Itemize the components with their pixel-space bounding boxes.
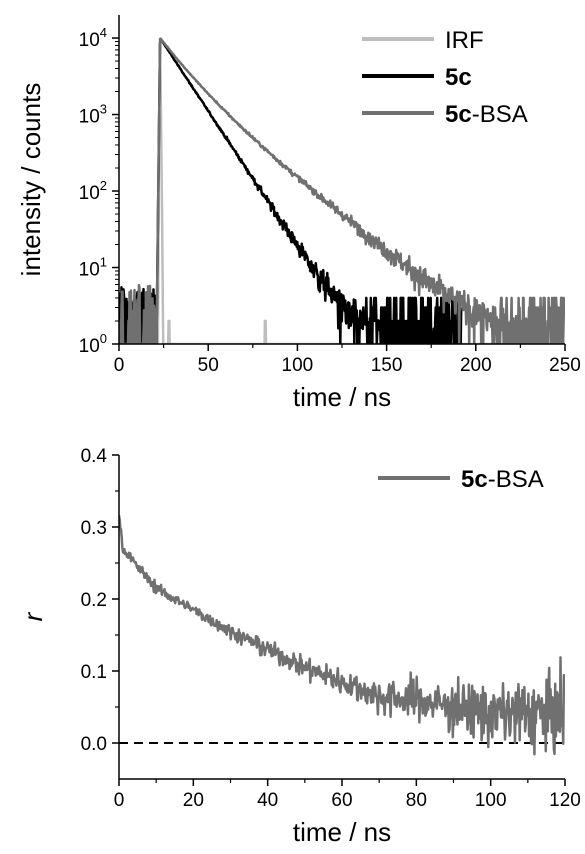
y-tick-exponent: 2 <box>100 178 107 193</box>
legend-label: 5c-BSA <box>445 101 528 128</box>
x-tick-label: 40 <box>257 790 278 811</box>
y-tick-exponent: 3 <box>100 102 107 117</box>
y-tick-base: 10 <box>79 183 100 204</box>
y-tick-base: 10 <box>79 107 100 128</box>
legend-label: 5c-BSA <box>461 466 544 493</box>
y-tick-label: 0.2 <box>81 590 107 611</box>
x-tick-label: 150 <box>371 355 403 376</box>
y-tick-exponent: 4 <box>100 25 107 40</box>
legend-label-part: -BSA <box>488 466 544 493</box>
y-tick-label: 0.3 <box>81 518 107 539</box>
legend-label-part: IRF <box>445 27 484 54</box>
y-tick-label: 100 <box>79 331 107 357</box>
y-tick-label: 104 <box>79 25 107 51</box>
legend-label-part: 5c <box>445 101 472 128</box>
legend: 5c-BSA <box>378 466 544 493</box>
x-tick-label: 100 <box>475 790 507 811</box>
x-tick-label: 0 <box>114 355 125 376</box>
y-tick-exponent: 0 <box>100 331 107 346</box>
legend-label-part: 5c <box>461 466 488 493</box>
x-tick-label: 0 <box>114 790 125 811</box>
legend-label-part: 5c <box>445 64 472 91</box>
x-tick-label: 120 <box>549 790 581 811</box>
y-axis-title: intensity / counts <box>16 83 46 277</box>
x-tick-label: 200 <box>460 355 492 376</box>
legend-label-part: -BSA <box>472 101 528 128</box>
y-tick-label: 0.1 <box>81 662 107 683</box>
y-tick-base: 10 <box>79 260 100 281</box>
series-5c-line <box>119 37 463 344</box>
series-5c-bsa-line <box>119 515 565 756</box>
x-tick-label: 80 <box>406 790 427 811</box>
y-tick-label: 0.0 <box>81 734 107 755</box>
x-tick-label: 50 <box>198 355 219 376</box>
x-axis-title: time / ns <box>293 817 391 847</box>
plot-area <box>119 37 565 344</box>
y-tick-base: 10 <box>79 30 100 51</box>
series-5c-bsa-line <box>119 37 565 344</box>
y-tick-label: 101 <box>79 255 107 281</box>
x-axis-title: time / ns <box>293 382 391 412</box>
x-tick-label: 60 <box>331 790 352 811</box>
y-tick-label: 0.4 <box>81 446 108 467</box>
x-tick-label: 20 <box>183 790 204 811</box>
x-tick-label: 250 <box>549 355 581 376</box>
y-tick-label: 102 <box>79 178 107 204</box>
y-tick-base: 10 <box>79 336 100 357</box>
y-tick-exponent: 1 <box>100 255 107 270</box>
anisotropy-chart: 0 20 40 60 80 100 120 0.0 0.1 0.2 0.3 0.4 time / ns r… <box>18 446 581 847</box>
y-tick-label: 103 <box>79 102 107 128</box>
x-tick-label: 100 <box>282 355 314 376</box>
y-axis-title: r <box>18 611 48 621</box>
legend-label: IRF <box>445 27 484 54</box>
plot-area <box>119 515 565 756</box>
legend-label: 5c <box>445 64 472 91</box>
